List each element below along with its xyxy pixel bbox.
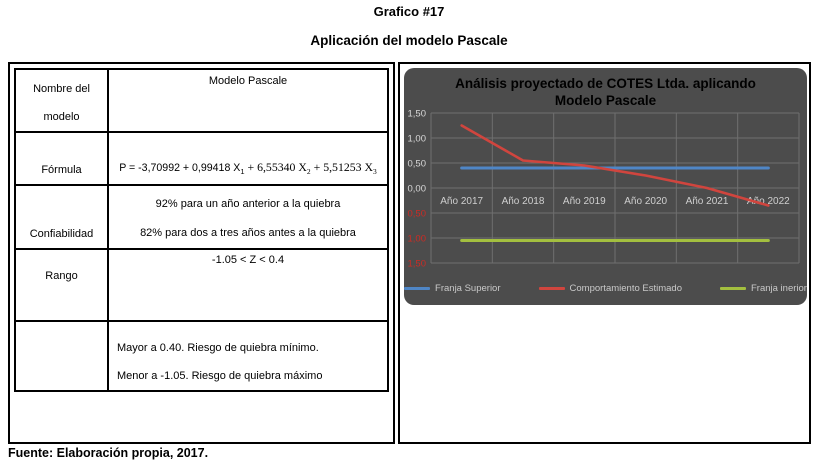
y-tick-label: 0,50: [408, 209, 427, 220]
table-row: Confiabilidad 92% para un año anterior a…: [14, 184, 389, 250]
confiabilidad-line-2: 82% para dos a tres años antes a la quie…: [140, 227, 356, 239]
chart-plot-area: 1,50 1,00 0,50 0,00 0,50 1,00 1,50 Año 2017 Año …: [408, 109, 800, 270]
legend-line-swatch-icon: [538, 286, 565, 290]
formula-subscript: 2: [306, 167, 311, 176]
y-tick-label: 1,00: [408, 134, 427, 145]
model-table: Nombre del modelo Modelo Pascale Fórmula…: [14, 68, 389, 392]
formula-segment: + 5,51253 X: [310, 159, 374, 174]
legend-line-swatch-icon: [404, 286, 431, 290]
y-tick-label: 1,00: [408, 234, 427, 245]
formula-segment: + 6,55340 X: [244, 159, 307, 174]
figure-number-title: Grafico #17: [373, 4, 445, 19]
legend-item-comportamiento-estimado: Comportamiento Estimado: [538, 282, 682, 294]
legend-label: Franja Superior: [435, 282, 501, 294]
risk-criteria-line-2: Menor a -1.05. Riesgo de quiebra máximo: [117, 370, 323, 382]
model-name-value: Modelo Pascale: [107, 68, 389, 133]
legend-label: Comportamiento Estimado: [569, 282, 682, 294]
x-axis-label: Año 2019: [563, 196, 606, 207]
risk-criteria-line-1: Mayor a 0.40. Riesgo de quiebra mínimo.: [117, 342, 319, 354]
rango-value: -1.05 < Z < 0.4: [107, 248, 389, 322]
y-tick-label: 0,50: [408, 159, 427, 170]
y-tick-label: 1,50: [408, 109, 427, 120]
formula-cell: P = -3,70992 + 0,99418 X1 + 6,55340 X2 +…: [107, 131, 389, 186]
chart-legend: Franja Superior Comportamiento Estimado Fr…: [404, 279, 807, 297]
row-label-empty: [14, 320, 109, 392]
formula-subscript: 3: [373, 167, 377, 176]
formula-value: P = -3,70992 + 0,99418 X1 + 6,55340 X2 +…: [119, 159, 377, 176]
figure-subtitle: Aplicación del modelo Pascale: [310, 33, 508, 48]
risk-criteria-cell: Mayor a 0.40. Riesgo de quiebra mínimo. …: [107, 320, 389, 392]
row-label-formula: Fórmula: [14, 131, 109, 186]
x-axis-label: Año 2017: [440, 196, 483, 207]
x-axis-label: Año 2018: [502, 196, 545, 207]
formula-segment: P = -3,70992 + 0,99418 X: [119, 161, 241, 174]
row-label-rango: Rango: [14, 248, 109, 322]
x-axis-label: Año 2020: [624, 196, 667, 207]
table-row: Mayor a 0.40. Riesgo de quiebra mínimo. …: [14, 320, 389, 392]
y-tick-label: 0,00: [408, 184, 427, 195]
chart-title: Análisis proyectado de COTES Ltda. aplic…: [404, 68, 807, 109]
chart-title-line-1: Análisis proyectado de COTES Ltda. aplic…: [455, 76, 756, 91]
source-note: Fuente: Elaboración propia, 2017.: [8, 446, 209, 460]
y-tick-label: 1,50: [408, 259, 427, 270]
legend-item-franja-inerior: Franja inerior: [719, 282, 807, 294]
legend-label: Franja inerior: [750, 282, 807, 294]
table-row: Fórmula P = -3,70992 + 0,99418 X1 + 6,55…: [14, 131, 389, 186]
chart-panel-box: Análisis proyectado de COTES Ltda. aplic…: [398, 62, 811, 444]
confiabilidad-cell: 92% para un año anterior a la quiebra 82…: [107, 184, 389, 250]
model-table-box: Nombre del modelo Modelo Pascale Fórmula…: [8, 62, 395, 444]
line-chart: Análisis proyectado de COTES Ltda. aplic…: [404, 68, 807, 305]
row-label-confiabilidad: Confiabilidad: [14, 184, 109, 250]
x-axis-label: Año 2021: [686, 196, 729, 207]
x-axis-label: Año 2022: [747, 196, 790, 207]
legend-line-swatch-icon: [719, 286, 746, 290]
confiabilidad-line-1: 92% para un año anterior a la quiebra: [155, 198, 341, 210]
legend-item-franja-superior: Franja Superior: [404, 282, 501, 294]
series-line-comportamiento-estimado: [460, 124, 770, 207]
chart-title-line-2: Modelo Pascale: [554, 93, 657, 108]
row-label-nombre: Nombre del modelo: [14, 68, 109, 133]
formula-subscript: 1: [240, 167, 245, 176]
table-row: Nombre del modelo Modelo Pascale: [14, 68, 389, 133]
table-row: Rango -1.05 < Z < 0.4: [14, 248, 389, 322]
